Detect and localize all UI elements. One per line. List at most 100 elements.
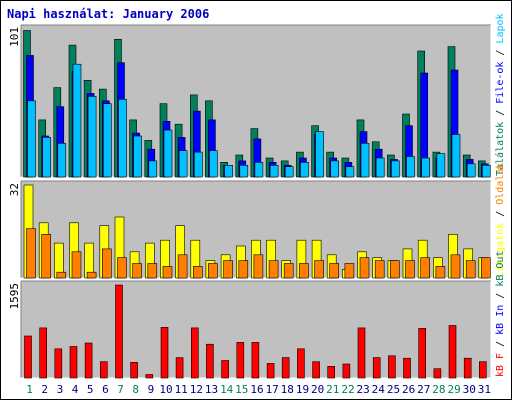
side-legend-bottom-part-3: /: [495, 293, 506, 305]
side-legend-bottom-part-4: kB Out: [495, 251, 506, 293]
bottom-bar-0-4: [69, 346, 78, 379]
top-bar-2-10: [163, 129, 173, 178]
top-ymax-label: 101: [8, 27, 21, 47]
top-bar-2-17: [269, 165, 279, 178]
bottom-bar-0-5: [84, 342, 93, 379]
top-bar-2-13: [209, 150, 218, 178]
x-tick-10: 10: [159, 383, 172, 396]
bottom-bar-0-31: [478, 361, 487, 379]
top-bar-2-6: [103, 103, 112, 178]
x-tick-11: 11: [175, 383, 188, 396]
top-bar-2-21: [330, 160, 340, 178]
side-legend-middle-part-2: Oldalak: [495, 163, 506, 211]
side-legend-middle-part-0: Látogatók: [494, 223, 506, 277]
x-tick-21: 21: [326, 383, 339, 396]
bottom-bar-0-27: [418, 328, 427, 379]
middle-bar-1-5: [86, 271, 97, 279]
top-bar-2-27: [421, 157, 431, 178]
chart-title: Napi használat: January 2006: [7, 7, 210, 21]
x-tick-12: 12: [190, 383, 203, 396]
middle-bar-1-30: [465, 260, 476, 279]
bottom-bar-0-17: [266, 363, 275, 379]
side-legend-bottom: kB F / kB In / kB Out: [495, 251, 506, 377]
bottom-bar-0-29: [448, 325, 457, 379]
bottom-bar-0-20: [312, 361, 320, 379]
top-bar-2-24: [375, 157, 385, 178]
x-tick-2: 2: [41, 383, 48, 396]
x-tick-20: 20: [311, 383, 324, 396]
bottom-bar-0-3: [54, 348, 63, 379]
x-tick-31: 31: [478, 383, 491, 396]
top-bar-2-22: [345, 166, 355, 178]
x-tick-13: 13: [205, 383, 218, 396]
x-tick-26: 26: [402, 383, 415, 396]
x-tick-6: 6: [102, 383, 109, 396]
top-bar-2-20: [315, 131, 324, 178]
bottom-bar-0-8: [130, 361, 138, 379]
x-tick-7: 7: [117, 383, 124, 396]
x-tick-22: 22: [341, 383, 354, 396]
middle-bar-1-10: [162, 266, 173, 279]
top-bar-2-3: [57, 143, 67, 178]
x-tick-28: 28: [432, 383, 445, 396]
x-tick-27: 27: [417, 383, 430, 396]
top-bar-2-12: [194, 151, 203, 178]
bottom-bar-0-18: [281, 357, 290, 379]
side-legend-top-part-4: Lapok: [495, 13, 506, 49]
bottom-bar-0-26: [403, 357, 411, 379]
middle-bar-1-15: [238, 260, 249, 279]
x-tick-14: 14: [220, 383, 234, 396]
x-tick-29: 29: [447, 383, 460, 396]
middle-bar-1-20: [314, 260, 324, 279]
x-tick-18: 18: [281, 383, 294, 396]
bottom-bar-0-12: [191, 327, 199, 379]
middle-bar-1-22: [344, 263, 355, 279]
side-legend-bottom-part-1: /: [495, 341, 506, 353]
top-bar-2-16: [254, 162, 264, 178]
middle-bar-1-31: [480, 257, 491, 279]
top-bar-2-29: [451, 134, 461, 178]
x-tick-9: 9: [148, 383, 155, 396]
middle-bar-1-21: [329, 263, 340, 279]
bottom-bar-0-15: [236, 342, 245, 379]
top-bar-2-1: [27, 100, 36, 178]
side-legend-top-part-0: Találatok: [494, 122, 506, 176]
top-bar-2-11: [178, 150, 188, 178]
x-tick-17: 17: [266, 383, 279, 396]
middle-bar-1-16: [253, 254, 264, 279]
x-tick-16: 16: [250, 383, 263, 396]
top-bar-2-23: [360, 143, 370, 178]
top-bar-2-31: [481, 165, 491, 178]
top-bar-2-14: [224, 165, 233, 178]
top-bar-2-9: [148, 160, 158, 178]
side-legend-top-part-3: /: [495, 50, 506, 62]
bottom-bar-0-10: [160, 326, 169, 379]
middle-bar-1-18: [283, 263, 294, 279]
side-legend-bottom-part-0: kB F: [495, 353, 506, 377]
middle-bar-1-8: [132, 263, 142, 279]
x-tick-15: 15: [235, 383, 248, 396]
bottom-bar-0-16: [251, 342, 260, 379]
bottom-bar-0-25: [388, 355, 396, 379]
x-tick-4: 4: [72, 383, 79, 396]
top-bar-2-25: [391, 160, 400, 178]
middle-bar-1-24: [374, 260, 385, 279]
bottom-bar-0-1: [24, 335, 32, 379]
top-bar-2-15: [239, 165, 249, 178]
middle-bar-1-23: [359, 257, 370, 279]
middle-bar-1-2: [41, 234, 52, 279]
middle-bar-1-27: [420, 257, 431, 279]
side-legend-top-part-1: /: [495, 110, 506, 122]
x-tick-1: 1: [26, 383, 33, 396]
middle-bar-1-14: [223, 260, 233, 279]
bottom-bar-0-14: [221, 360, 229, 379]
x-tick-23: 23: [356, 383, 369, 396]
middle-bar-1-4: [71, 251, 82, 279]
top-bar-2-7: [118, 99, 127, 178]
middle-bar-1-11: [177, 254, 188, 279]
side-legend-middle: Látogatók / Oldalak: [494, 163, 506, 277]
middle-bar-1-17: [268, 260, 279, 279]
x-tick-24: 24: [372, 383, 386, 396]
middle-bar-1-19: [299, 263, 309, 279]
bottom-ymax-label: 1595: [8, 283, 21, 310]
